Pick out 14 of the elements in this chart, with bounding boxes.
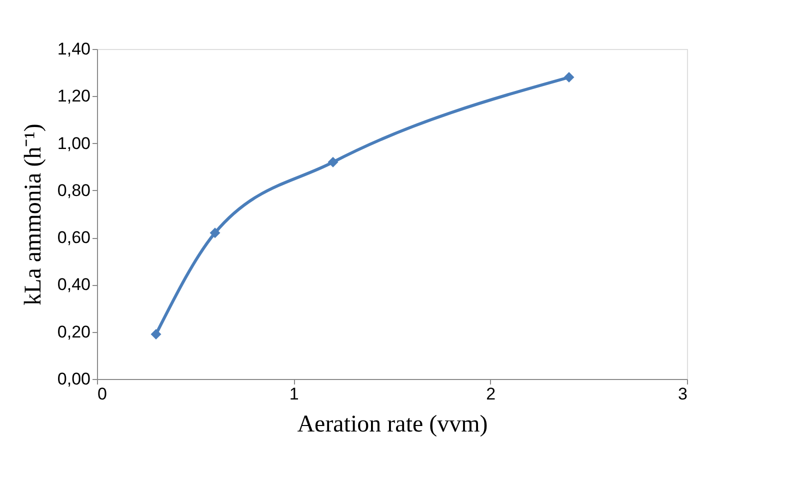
y-tick-label: 0,00 <box>57 370 90 388</box>
y-tick-label: 0,80 <box>57 180 90 200</box>
y-tick-label: 1,40 <box>57 40 90 58</box>
y-tick-label: 0,40 <box>57 275 90 294</box>
x-tick-label: 2 <box>486 384 496 404</box>
y-tick-label: 0,20 <box>57 322 90 342</box>
y-tick-label: 1,00 <box>57 134 90 153</box>
y-tick-label: 0,60 <box>57 228 90 248</box>
x-axis-title: Aeration rate (vvm) <box>297 412 488 438</box>
x-tick-label: 0 <box>98 384 107 404</box>
x-tick-label: 1 <box>289 384 299 404</box>
y-axis-title: kLa ammonia (h⁻¹) <box>20 124 46 306</box>
y-tick-label: 1,20 <box>57 86 90 106</box>
x-tick-label: 3 <box>678 384 688 404</box>
